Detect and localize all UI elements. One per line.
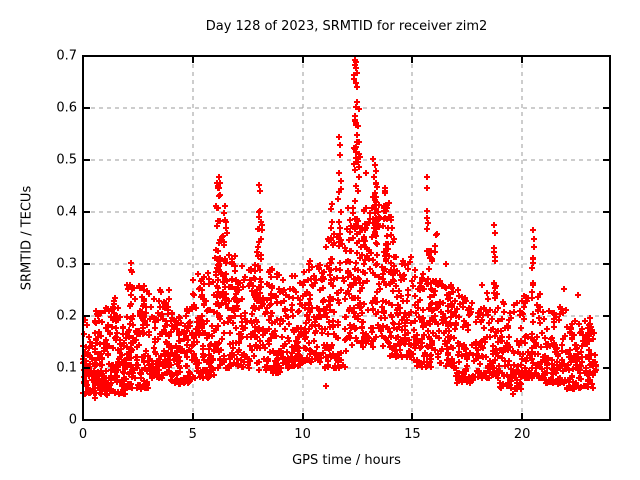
scatter-points — [80, 57, 599, 401]
y-tick-label: 0 — [68, 412, 77, 428]
x-tick-label: 0 — [78, 427, 88, 442]
y-tick-label: 0.7 — [56, 48, 77, 64]
x-tick-label: 15 — [404, 427, 421, 442]
x-tick-label: 20 — [513, 427, 531, 442]
y-axis-title: SRMTID / TECUs — [19, 185, 35, 291]
tick-marks — [82, 55, 610, 421]
y-tick-label: 0.1 — [56, 360, 77, 376]
y-tick-label: 0.2 — [56, 308, 77, 324]
plot-border — [82, 55, 611, 421]
y-tick-label: 0.6 — [56, 100, 77, 116]
x-tick-label: 5 — [188, 427, 197, 442]
y-tick-label: 0.5 — [56, 152, 77, 168]
chart-title: Day 128 of 2023, SRMTID for receiver zim… — [205, 19, 488, 34]
y-tick-label: 0.4 — [56, 204, 77, 220]
x-axis-title: GPS time / hours — [292, 453, 401, 468]
x-tick-label: 10 — [294, 427, 311, 442]
y-tick-label: 0.3 — [56, 256, 77, 272]
